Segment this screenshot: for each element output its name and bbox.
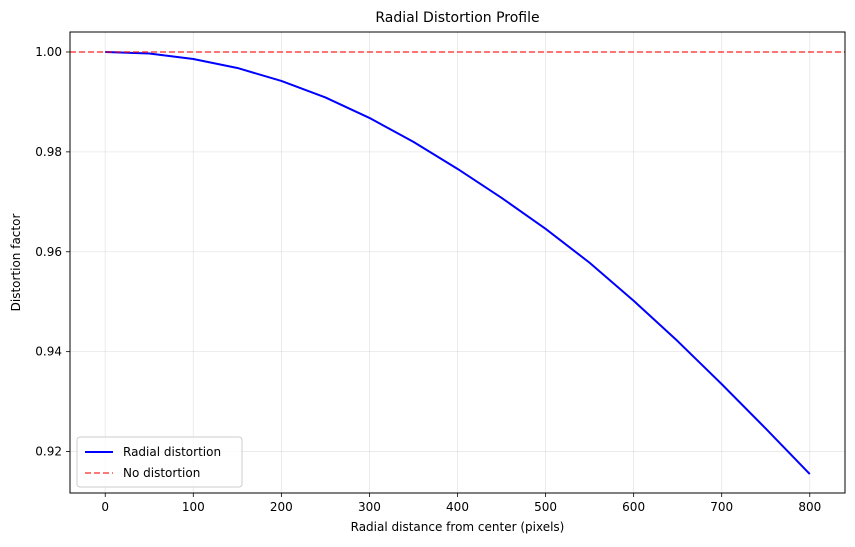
x-tick-label: 100 xyxy=(182,500,205,514)
ticks: 0 100 200 300 400 500 600 700 800 0.92 0.94 0.96 0.9… xyxy=(35,45,821,514)
y-tick-label: 0.98 xyxy=(35,145,62,159)
y-tick-label: 0.94 xyxy=(35,345,62,359)
x-tick-label: 300 xyxy=(358,500,381,514)
x-tick-label: 0 xyxy=(101,500,109,514)
legend-box xyxy=(76,436,243,488)
legend: Radial distortion No distortion xyxy=(76,436,243,488)
x-tick-label: 500 xyxy=(534,500,557,514)
y-tick-label: 0.92 xyxy=(35,445,62,459)
x-tick-label: 200 xyxy=(270,500,293,514)
legend-label: Radial distortion xyxy=(123,445,221,459)
series-radial-distortion-line xyxy=(105,50,811,475)
series-layer xyxy=(70,50,845,475)
y-tick-label: 1.00 xyxy=(35,45,62,59)
x-axis-label: Radial distance from center (pixels) xyxy=(351,520,565,534)
x-tick-label: 800 xyxy=(798,500,821,514)
y-axis-label: Distortion factor xyxy=(9,214,23,312)
x-tick-label: 600 xyxy=(622,500,645,514)
x-tick-label: 400 xyxy=(446,500,469,514)
chart-title: Radial Distortion Profile xyxy=(375,10,539,26)
x-tick-label: 700 xyxy=(710,500,733,514)
legend-label: No distortion xyxy=(123,466,200,480)
y-tick-label: 0.96 xyxy=(35,245,62,259)
